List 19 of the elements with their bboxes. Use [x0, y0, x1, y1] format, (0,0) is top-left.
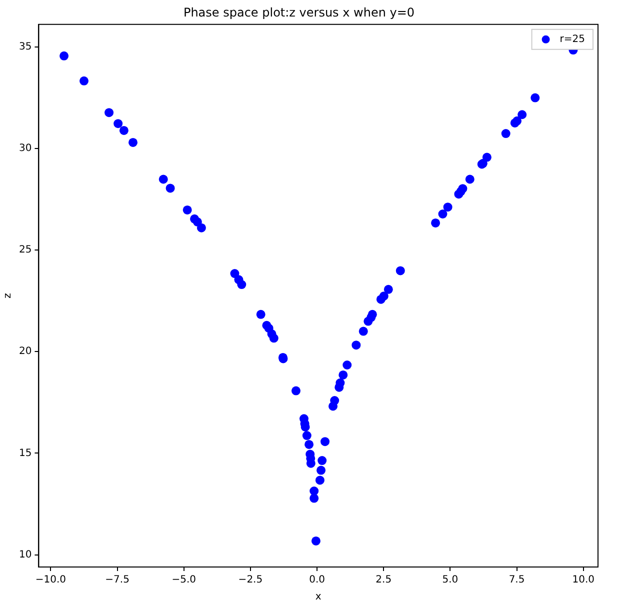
- y-tick-label: 10: [18, 549, 32, 560]
- x-tick-label: 5.0: [442, 574, 458, 586]
- y-tick-label: 15: [18, 448, 32, 459]
- x-tick-label: 7.5: [508, 574, 525, 586]
- x-tick-label: 0.0: [309, 574, 325, 586]
- x-tick-label: 2.5: [376, 574, 392, 586]
- x-tick-label: −2.5: [238, 574, 263, 586]
- x-tick-label: −7.5: [105, 574, 130, 586]
- chart-title: Phase space plot:z versus x when y=0: [183, 5, 415, 20]
- x-tick-label: 10.0: [572, 574, 594, 586]
- y-tick-label: 25: [18, 244, 32, 256]
- y-tick-label: 35: [18, 41, 32, 52]
- x-tick-label: −5.0: [172, 574, 196, 586]
- y-tick-label: 30: [18, 142, 32, 154]
- legend-label: r=25: [560, 34, 586, 45]
- x-axis-title: x: [315, 592, 322, 603]
- x-tick-label: −10.0: [35, 574, 66, 586]
- y-tick-label: 20: [18, 346, 32, 358]
- y-axis-title: z: [2, 293, 14, 298]
